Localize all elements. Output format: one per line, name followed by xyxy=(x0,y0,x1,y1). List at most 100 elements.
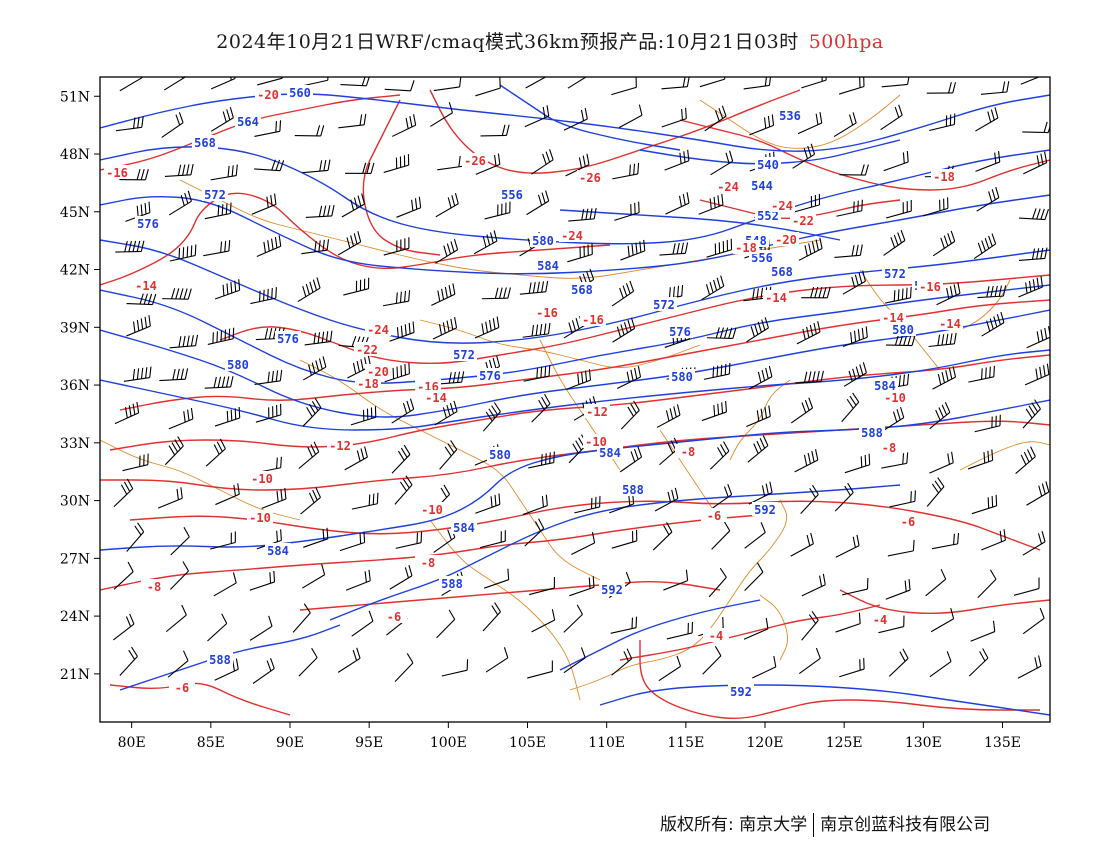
wind-barb-shaft xyxy=(126,531,145,552)
height-label: 572 xyxy=(453,348,475,362)
wind-barb-shaft xyxy=(1022,408,1041,429)
wind-barb-shaft xyxy=(746,415,771,428)
wind-barb-shaft xyxy=(249,625,273,641)
wind-barb-shaft xyxy=(169,254,196,262)
contour-label-bg xyxy=(462,153,488,167)
wind-barb-feather xyxy=(763,117,767,129)
wind-barb-shaft xyxy=(567,77,588,89)
contour-label-bg xyxy=(235,114,261,128)
contour-label-bg xyxy=(675,444,701,458)
wind-barb-shaft xyxy=(439,449,458,470)
wind-barb-feather xyxy=(182,247,185,259)
wind-barb-shaft xyxy=(301,249,328,255)
wind-barb-shaft xyxy=(658,665,681,682)
contour-label-bg xyxy=(755,157,781,171)
wind-barb-feather xyxy=(810,532,814,544)
height-label: 552 xyxy=(757,209,779,223)
wind-barb-shaft xyxy=(889,500,915,508)
wind-barb-shaft xyxy=(165,614,187,633)
wind-barb-feather xyxy=(589,208,593,220)
temperature-contour-line xyxy=(109,354,1050,451)
wind-barb-shaft xyxy=(709,450,730,470)
wind-barb-feather xyxy=(1037,533,1043,545)
temperature-contour-line xyxy=(429,89,801,174)
temperature-contour-line xyxy=(299,580,721,611)
contour-label-bg xyxy=(752,502,778,516)
wind-barb-feather xyxy=(630,403,637,414)
wind-barb-shaft xyxy=(659,252,686,256)
wind-barb-feather xyxy=(814,286,819,298)
wind-barb-shaft xyxy=(528,462,554,469)
wind-barb-feather xyxy=(1036,277,1040,289)
wind-barb-feather xyxy=(280,489,283,501)
wind-barb-feather xyxy=(144,169,149,180)
wind-barb-feather xyxy=(399,481,408,492)
wind-barb-feather xyxy=(235,658,239,670)
boundary-line xyxy=(429,519,581,701)
wind-barb-feather xyxy=(399,291,402,303)
wind-barb-feather xyxy=(586,153,590,165)
temperature-label: -24 xyxy=(561,229,583,243)
temperature-label: -24 xyxy=(717,180,739,194)
wind-barb-shaft xyxy=(614,212,640,221)
wind-barb-feather xyxy=(750,326,755,337)
footer-copyright: 版权所有: 南京大学 xyxy=(660,815,808,835)
wind-barb-feather xyxy=(187,409,190,421)
wind-barb-feather xyxy=(988,191,993,203)
wind-barb-shaft xyxy=(710,160,733,176)
wind-barb-feather xyxy=(308,364,312,376)
contour-label-bg xyxy=(599,582,625,596)
wind-barb-shaft xyxy=(967,459,993,470)
wind-barb-feather xyxy=(494,287,499,299)
boundary-line xyxy=(299,359,601,581)
wind-barb-feather xyxy=(906,452,909,464)
temperature-label: -26 xyxy=(579,171,601,185)
wind-barb-feather xyxy=(449,402,455,414)
wind-barb-feather xyxy=(312,279,318,291)
temperature-label: -16 xyxy=(536,306,558,320)
wind-barb-feather xyxy=(757,321,762,333)
wind-barb-shaft xyxy=(482,611,501,632)
wind-barb-feather xyxy=(139,293,144,305)
wind-barb-feather xyxy=(364,446,368,458)
wind-barb-shaft xyxy=(968,657,989,677)
wind-barb-feather xyxy=(1035,368,1039,380)
wind-barb-feather xyxy=(663,524,670,536)
wind-barb-feather xyxy=(451,195,456,207)
wind-barb-feather xyxy=(852,392,860,403)
wind-barb-shaft xyxy=(1018,257,1045,261)
wind-barb-shaft xyxy=(475,503,501,514)
wind-barb-feather xyxy=(728,150,734,162)
wind-barb-feather xyxy=(568,322,573,334)
wind-barb-feather xyxy=(1044,208,1050,220)
wind-barb-shaft xyxy=(204,212,231,220)
wind-barb-shaft xyxy=(1020,77,1041,85)
wind-barb-feather xyxy=(230,376,234,388)
wind-barb-shaft xyxy=(567,253,593,263)
wind-barb-shaft xyxy=(884,297,911,304)
wind-barb-feather xyxy=(461,371,465,383)
wind-barb-feather xyxy=(359,532,362,544)
wind-barb-shaft xyxy=(1026,336,1050,349)
temperature-label: -14 xyxy=(135,279,157,293)
wind-barb-feather xyxy=(226,410,229,422)
contour-label-bg xyxy=(487,447,513,461)
wind-barb-shaft xyxy=(702,655,722,675)
wind-barb-feather xyxy=(680,242,684,254)
height-label: 560 xyxy=(289,86,311,100)
wind-barb-shaft xyxy=(169,570,189,590)
wind-barb-feather xyxy=(714,646,722,657)
wind-barb-feather xyxy=(572,443,579,454)
wind-barb-feather xyxy=(907,77,910,85)
wind-barb-feather xyxy=(990,285,994,297)
wind-barb-feather xyxy=(911,334,916,346)
height-label: 556 xyxy=(501,188,523,202)
wind-barb-feather xyxy=(676,242,680,254)
contour-label-bg xyxy=(104,165,130,179)
wind-barb-feather xyxy=(269,572,272,584)
wind-barb-feather xyxy=(363,531,366,543)
wind-barb-feather xyxy=(233,484,237,497)
wind-barb-feather xyxy=(681,285,684,297)
wind-barb-shaft xyxy=(569,586,595,597)
temperature-label: -18 xyxy=(357,377,379,391)
